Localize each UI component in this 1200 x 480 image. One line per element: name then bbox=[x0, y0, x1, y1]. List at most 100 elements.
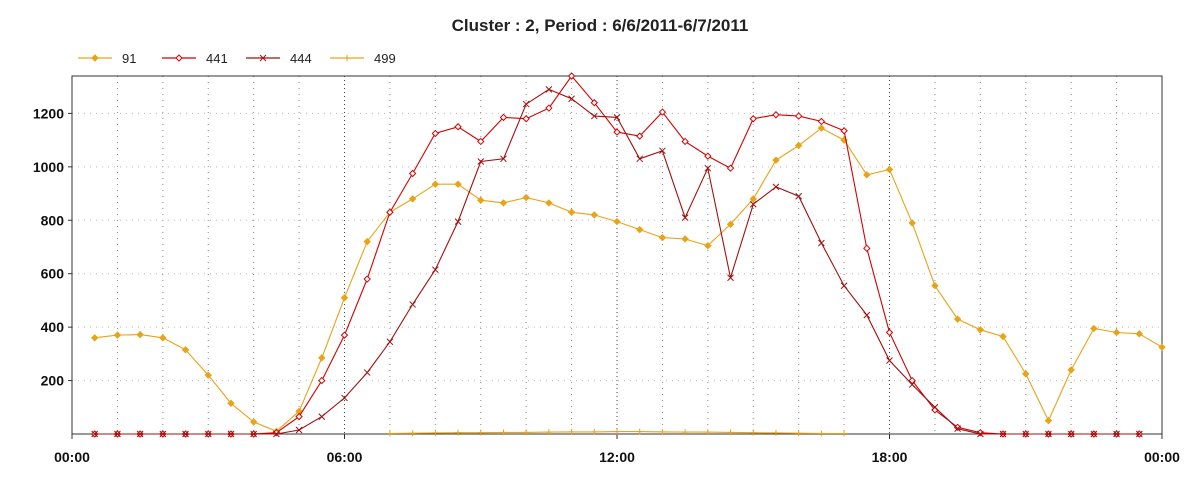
data-point bbox=[1113, 430, 1120, 438]
data-point bbox=[114, 430, 121, 438]
data-point bbox=[227, 399, 235, 407]
chart-title: Cluster : 2, Period : 6/6/2011-6/7/2011 bbox=[452, 16, 749, 35]
data-point bbox=[681, 214, 689, 221]
data-point bbox=[568, 428, 575, 435]
data-point bbox=[726, 164, 735, 172]
data-point bbox=[976, 326, 985, 334]
data-point bbox=[499, 199, 508, 207]
data-point bbox=[999, 332, 1007, 341]
data-point bbox=[591, 428, 598, 435]
data-point bbox=[1090, 430, 1098, 438]
data-point bbox=[1112, 328, 1121, 337]
series-91 bbox=[91, 124, 1166, 436]
data-point bbox=[613, 217, 621, 226]
data-point bbox=[613, 128, 621, 136]
data-point bbox=[818, 239, 825, 247]
data-point bbox=[636, 155, 644, 163]
legend-label: 441 bbox=[206, 51, 228, 66]
data-point bbox=[455, 429, 462, 436]
data-point bbox=[999, 430, 1007, 438]
data-point bbox=[204, 371, 212, 379]
data-point bbox=[568, 95, 575, 103]
data-point bbox=[91, 430, 99, 438]
data-point bbox=[363, 237, 371, 246]
data-point bbox=[772, 111, 780, 119]
data-point bbox=[295, 426, 303, 434]
series-line bbox=[94, 127, 1163, 432]
data-point bbox=[795, 430, 802, 437]
data-point bbox=[590, 211, 598, 219]
data-point bbox=[341, 394, 348, 402]
data-point bbox=[795, 192, 803, 200]
data-point bbox=[1044, 416, 1053, 425]
data-point bbox=[454, 218, 462, 225]
x-axis: 00:00 06:00 12:00 18:00 00:00 bbox=[54, 434, 1180, 465]
data-point bbox=[1067, 430, 1075, 438]
data-point bbox=[318, 376, 326, 385]
data-point bbox=[704, 241, 712, 250]
data-point bbox=[432, 429, 439, 436]
data-point bbox=[136, 430, 144, 438]
data-point bbox=[772, 183, 780, 191]
data-point bbox=[409, 430, 416, 437]
data-point bbox=[1090, 324, 1098, 333]
data-point bbox=[91, 334, 99, 342]
data-point bbox=[227, 430, 235, 438]
data-point bbox=[250, 430, 258, 438]
series-444 bbox=[91, 86, 1143, 438]
x-tick-label: 06:00 bbox=[327, 449, 363, 465]
data-point bbox=[750, 429, 757, 436]
legend-item-499: 499 bbox=[330, 51, 396, 66]
data-point bbox=[614, 428, 620, 435]
data-point bbox=[636, 225, 644, 234]
series-499 bbox=[386, 428, 848, 437]
data-point bbox=[545, 86, 553, 93]
data-point bbox=[772, 156, 780, 164]
legend-label: 444 bbox=[290, 51, 312, 66]
data-point bbox=[863, 244, 871, 253]
data-point bbox=[91, 54, 99, 62]
data-point bbox=[477, 158, 485, 165]
data-point bbox=[1022, 430, 1030, 438]
data-point bbox=[477, 196, 485, 204]
data-point bbox=[1135, 330, 1143, 338]
data-point bbox=[863, 171, 871, 179]
data-point bbox=[658, 108, 667, 116]
y-tick-label: 1200 bbox=[33, 105, 64, 121]
data-point bbox=[794, 141, 803, 150]
data-point bbox=[818, 430, 825, 437]
data-point bbox=[704, 429, 711, 436]
data-point bbox=[499, 113, 508, 122]
data-point bbox=[1158, 343, 1166, 351]
data-point bbox=[1135, 430, 1143, 438]
data-point bbox=[954, 425, 961, 433]
data-point bbox=[545, 104, 553, 112]
data-point bbox=[908, 381, 916, 388]
data-point bbox=[431, 129, 440, 138]
data-point bbox=[567, 208, 576, 216]
y-axis: 200 400 600 800 1000 1200 bbox=[33, 105, 72, 389]
data-point bbox=[1022, 370, 1030, 378]
data-point bbox=[976, 430, 984, 438]
data-point bbox=[249, 418, 258, 426]
data-point bbox=[523, 429, 530, 436]
data-point bbox=[726, 220, 735, 228]
data-point bbox=[749, 115, 757, 123]
data-point bbox=[885, 328, 894, 337]
data-point bbox=[182, 430, 189, 438]
data-point bbox=[682, 429, 689, 436]
data-point bbox=[340, 294, 349, 302]
data-point bbox=[863, 311, 871, 319]
x-tick-label: 00:00 bbox=[54, 449, 90, 465]
data-point bbox=[908, 219, 916, 227]
data-point bbox=[976, 428, 985, 437]
data-point bbox=[931, 403, 939, 411]
data-point bbox=[704, 152, 712, 160]
data-point bbox=[175, 54, 183, 62]
data-point bbox=[344, 55, 350, 61]
data-point bbox=[749, 200, 757, 208]
data-point bbox=[318, 354, 326, 362]
data-point bbox=[590, 112, 598, 120]
data-point bbox=[136, 330, 144, 339]
data-point bbox=[408, 169, 417, 178]
